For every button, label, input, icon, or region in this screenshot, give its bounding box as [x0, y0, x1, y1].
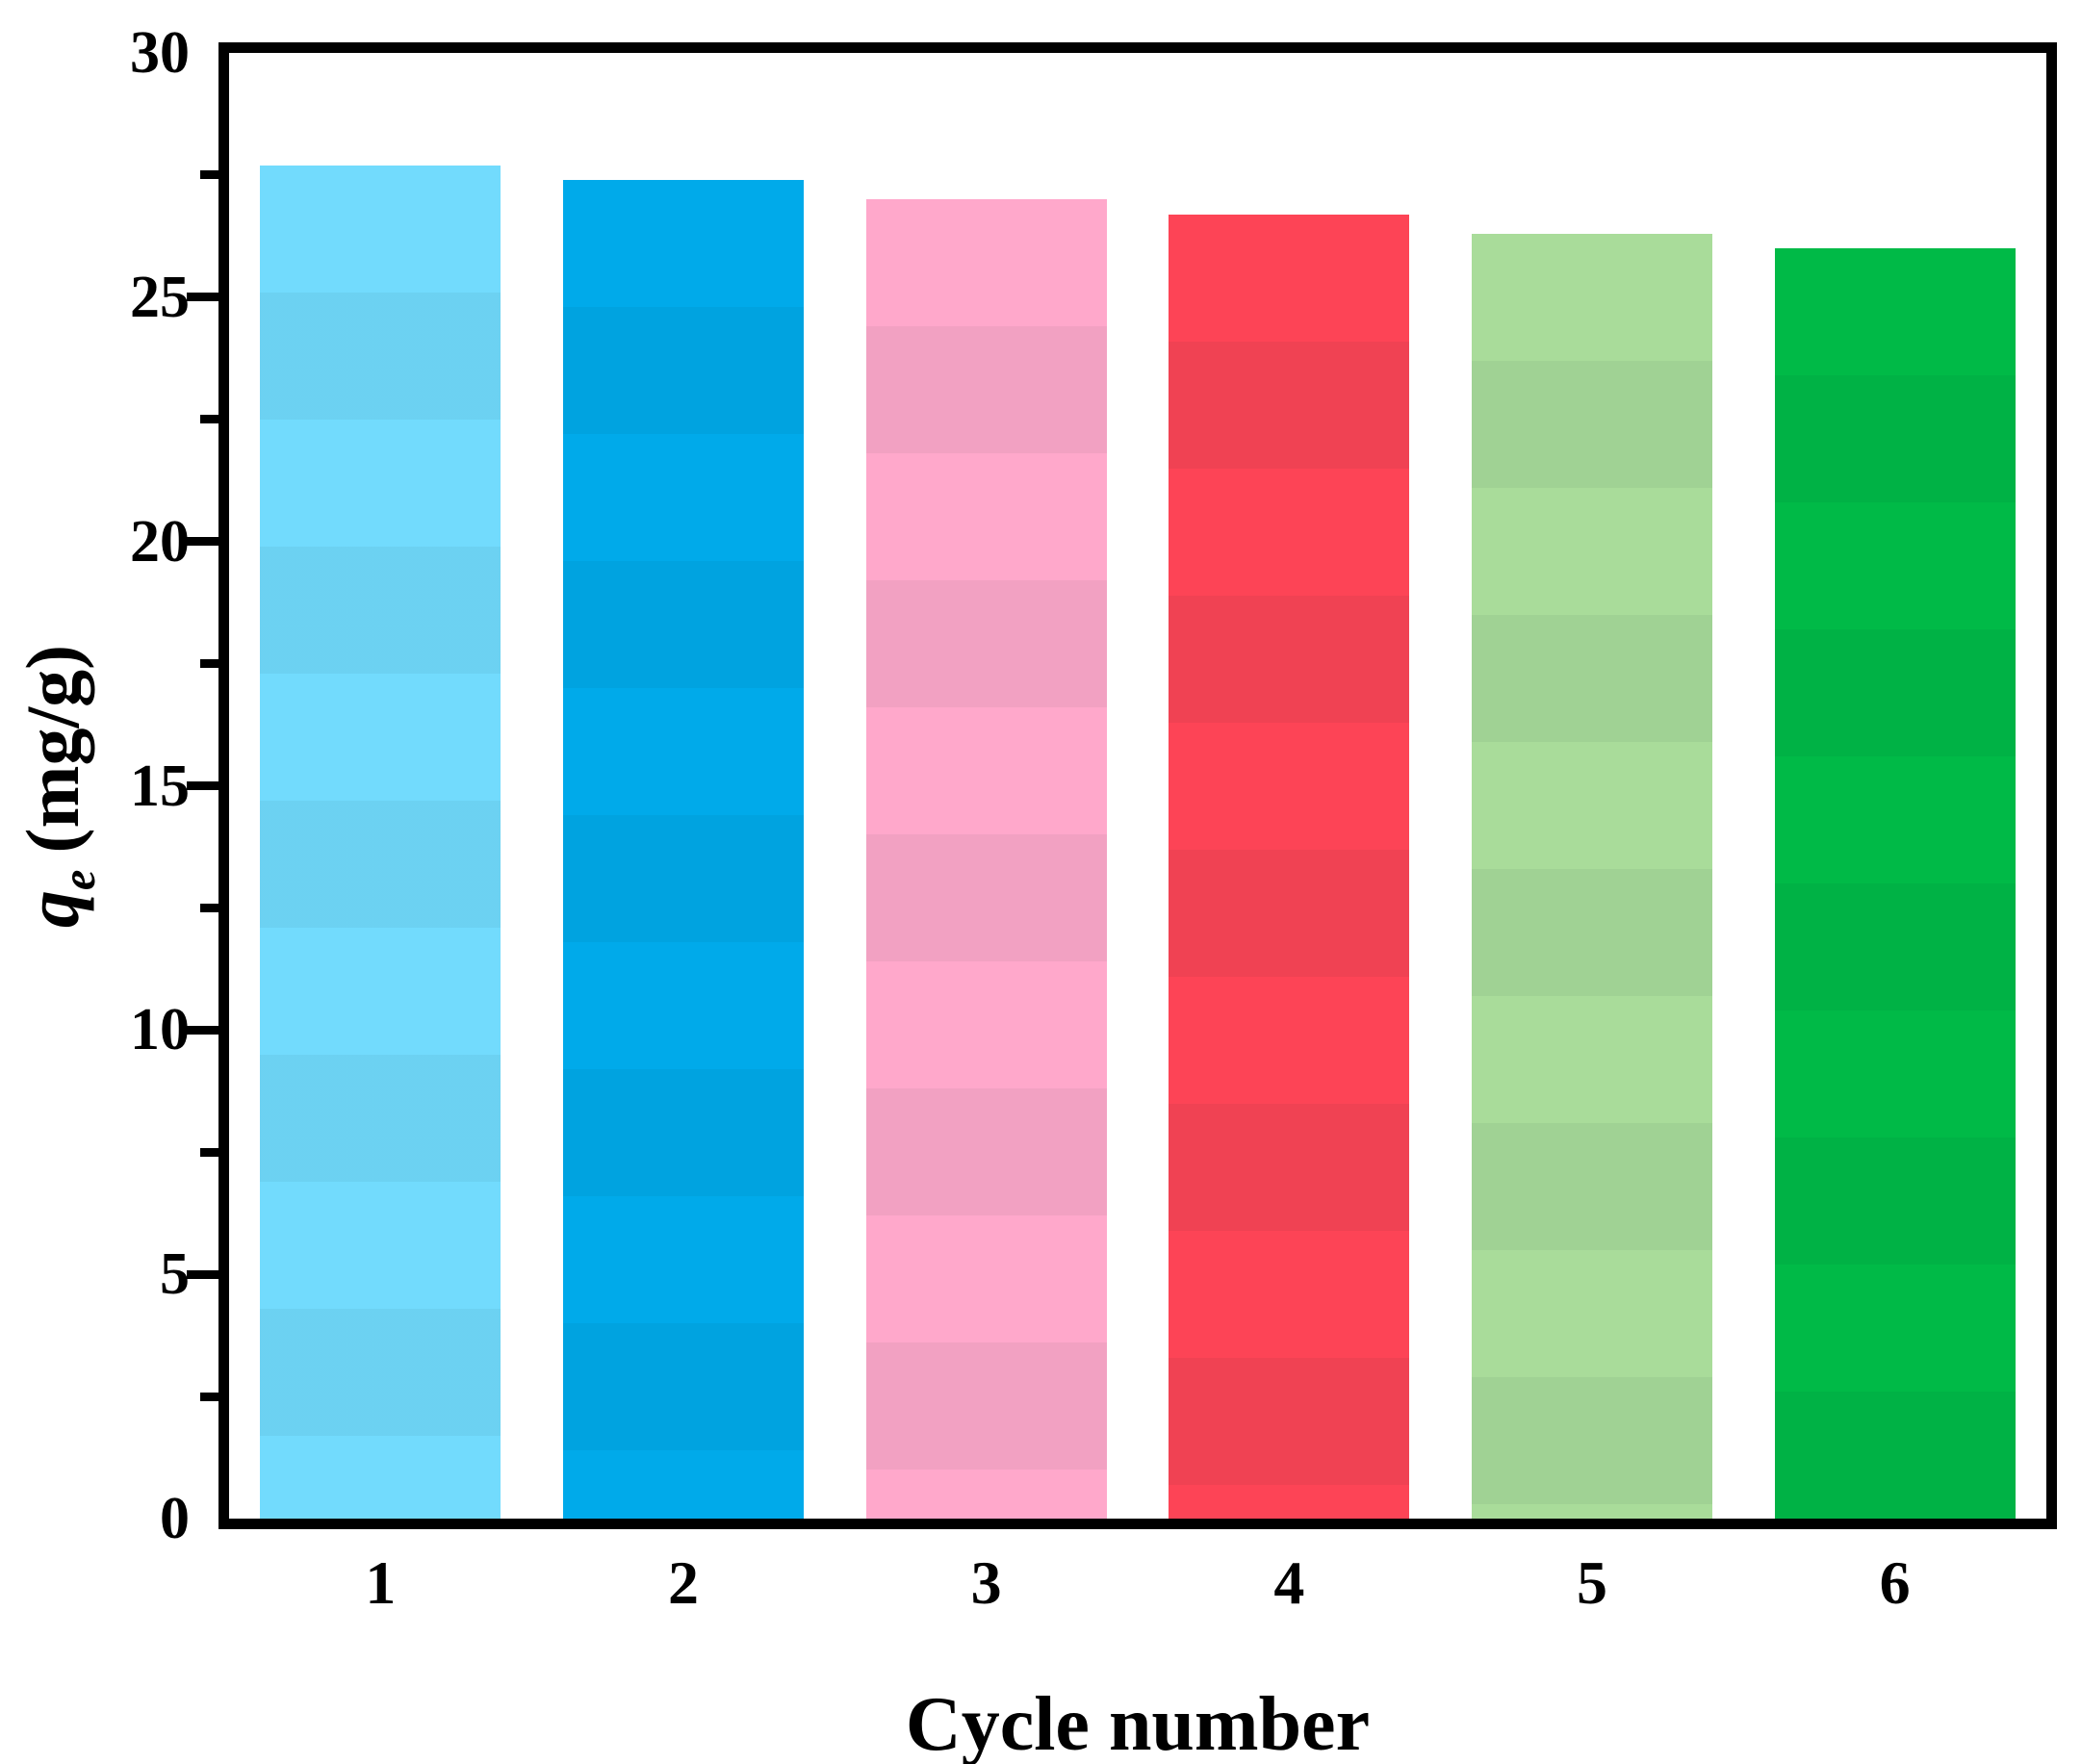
y-major-tick-20	[187, 537, 218, 547]
y-minor-tick-7.5	[200, 1147, 218, 1157]
plot-area	[218, 42, 2057, 1529]
y-tick-label-5: 5	[160, 1241, 190, 1308]
bar-cycle-2	[563, 180, 804, 1519]
y-tick-label-0: 0	[160, 1486, 190, 1551]
y-tick-label-20: 20	[130, 508, 190, 575]
x-tick-label-1: 1	[365, 1548, 397, 1617]
y-tick-label-15: 15	[130, 753, 190, 819]
bar-cycle-4	[1169, 214, 1410, 1520]
y-tick-label-30: 30	[130, 20, 190, 86]
x-tick-label-6: 6	[1879, 1548, 1911, 1617]
y-minor-tick-12.5	[200, 903, 218, 912]
bar-cycle-5	[1472, 233, 1712, 1520]
bar-cycle-1	[260, 165, 501, 1520]
bar-cycle-3	[865, 199, 1107, 1519]
y-minor-tick-22.5	[200, 415, 218, 424]
y-tick-label-10: 10	[130, 997, 190, 1063]
x-tick-label-5: 5	[1577, 1548, 1607, 1617]
y-minor-tick-2.5	[200, 1392, 218, 1401]
x-tick-label-2: 2	[668, 1548, 699, 1617]
y-axis-variable: q	[11, 889, 95, 928]
y-tick-label-25: 25	[130, 264, 190, 330]
bar-cycle-6	[1774, 248, 2016, 1519]
x-tick-label-3: 3	[970, 1548, 1002, 1617]
y-axis-subscript: e	[53, 869, 105, 890]
y-major-tick-5	[187, 1269, 218, 1279]
x-axis-title: Cycle number	[905, 1682, 1371, 1764]
y-major-tick-15	[187, 781, 218, 790]
x-tick-label-4: 4	[1273, 1548, 1305, 1617]
y-major-tick-25	[187, 293, 218, 302]
y-minor-tick-27.5	[200, 170, 218, 180]
y-major-tick-10	[187, 1025, 218, 1035]
y-minor-tick-17.5	[200, 659, 218, 669]
